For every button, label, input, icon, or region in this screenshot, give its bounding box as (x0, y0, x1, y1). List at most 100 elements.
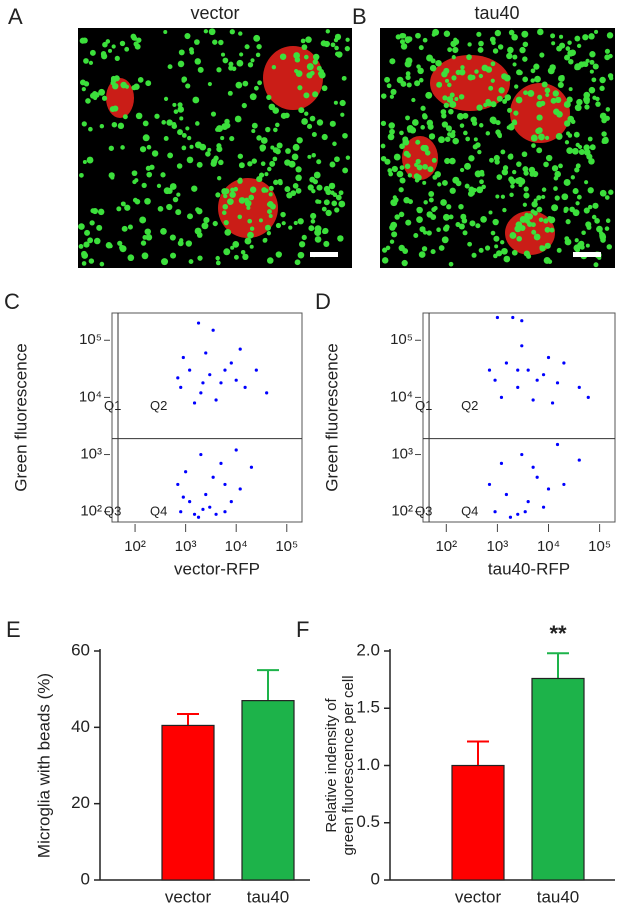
bead (600, 237, 606, 243)
bead (393, 153, 401, 161)
y-tick-label: 10⁵ (79, 331, 102, 348)
panel-title: vector (190, 3, 239, 23)
bead (391, 165, 398, 173)
bead (436, 227, 441, 233)
point (208, 505, 212, 509)
bead (102, 41, 108, 48)
bead (111, 121, 118, 128)
bead (460, 65, 465, 70)
bead (186, 156, 194, 164)
bead (563, 120, 571, 127)
bead (215, 260, 221, 266)
point (223, 368, 227, 372)
bead (438, 136, 445, 144)
bead (271, 64, 277, 70)
bead (267, 166, 272, 172)
x-tick-label: vector (165, 887, 212, 906)
bead (240, 250, 246, 255)
bead (586, 224, 592, 230)
scale-bar (310, 252, 338, 257)
bead (259, 146, 265, 152)
y-tick-label: 1.0 (356, 755, 380, 774)
bead (396, 76, 404, 84)
bead (415, 32, 421, 39)
y-tick-label: 10⁴ (79, 388, 102, 405)
bead (227, 90, 233, 96)
bead (536, 100, 543, 108)
bead (94, 237, 101, 245)
bead (292, 183, 299, 189)
bead (207, 81, 212, 87)
bead (430, 214, 437, 221)
bead (133, 41, 139, 47)
bead (416, 206, 423, 214)
bead (594, 29, 599, 34)
bead (608, 189, 614, 195)
bead (141, 182, 147, 188)
point (181, 495, 185, 499)
bead (336, 51, 343, 58)
bead (485, 131, 491, 136)
bead (424, 150, 431, 156)
bead (564, 54, 571, 61)
bead (552, 90, 559, 97)
bead (303, 54, 309, 60)
bead (467, 190, 474, 197)
bead (603, 116, 608, 121)
bead (312, 91, 319, 98)
bead (308, 225, 315, 232)
panel-letter: A (8, 4, 23, 29)
bead (511, 249, 518, 256)
bead (531, 229, 537, 235)
bead (530, 134, 538, 142)
bead (559, 42, 566, 49)
bead (325, 29, 331, 34)
bead (490, 101, 497, 108)
bead (285, 148, 291, 154)
bead (405, 152, 411, 158)
bead (506, 125, 511, 130)
bead (522, 166, 529, 172)
bead (576, 98, 583, 106)
bead (316, 159, 322, 165)
bead (522, 202, 527, 207)
bead (227, 198, 234, 205)
bead (244, 197, 249, 203)
bead (574, 167, 580, 173)
bead (583, 207, 590, 214)
point (520, 344, 524, 348)
bead (264, 172, 269, 177)
bead (392, 195, 397, 200)
bead (88, 258, 95, 264)
bead (237, 153, 244, 159)
bead (140, 240, 147, 246)
point (249, 465, 254, 469)
bead (458, 94, 465, 100)
point (176, 482, 180, 487)
bead (473, 137, 478, 142)
bead (120, 145, 125, 150)
bead (594, 218, 600, 224)
bead (258, 218, 263, 223)
point (192, 401, 197, 405)
bead (468, 155, 475, 162)
bead (583, 144, 590, 151)
bead (411, 97, 416, 103)
bead (425, 91, 433, 99)
bead (307, 184, 314, 191)
point (201, 507, 205, 511)
bead (447, 82, 452, 88)
bead (399, 130, 404, 136)
bead (518, 182, 523, 188)
bead (188, 259, 194, 264)
bead (604, 48, 611, 54)
bead (124, 204, 131, 211)
bead (489, 157, 494, 163)
bead (254, 85, 259, 91)
bead (306, 63, 314, 71)
bead (517, 70, 523, 76)
bead (228, 65, 234, 71)
bead (97, 208, 105, 216)
bead (456, 113, 464, 120)
bead (566, 147, 574, 154)
